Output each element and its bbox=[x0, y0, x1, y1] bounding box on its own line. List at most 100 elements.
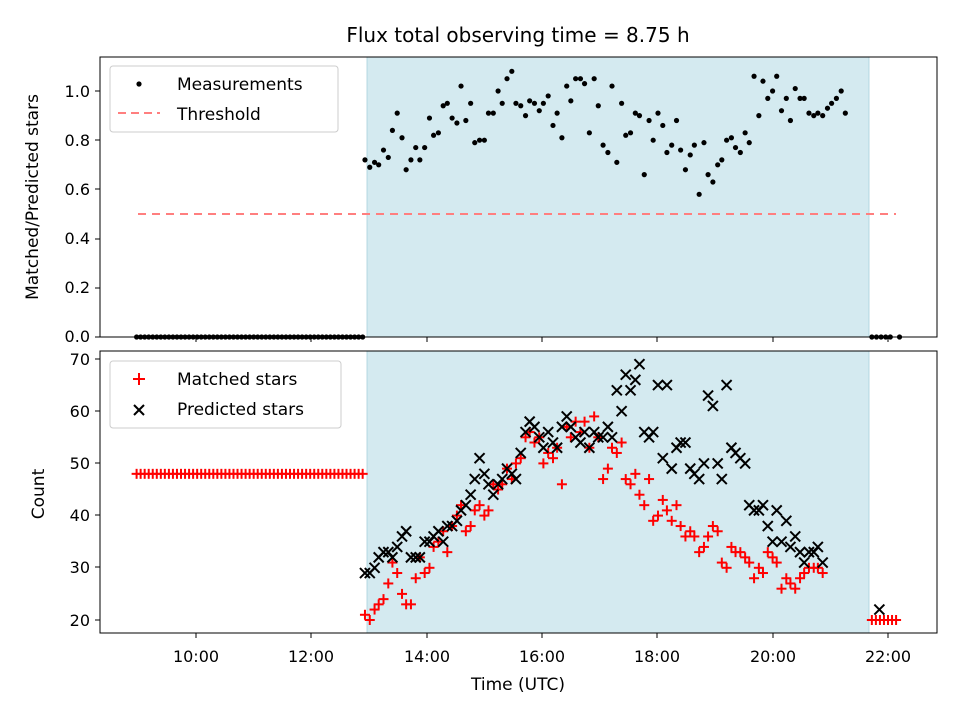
measurement-point bbox=[687, 152, 693, 158]
measurement-point bbox=[769, 88, 776, 94]
matched-star-point bbox=[483, 505, 494, 516]
matched-star-point bbox=[694, 547, 705, 558]
predicted-star-point bbox=[606, 431, 618, 444]
matched-star-point bbox=[753, 562, 764, 573]
predicted-star-point bbox=[574, 436, 587, 449]
matched-star-point bbox=[620, 474, 631, 485]
measurement-point bbox=[806, 110, 812, 116]
measurement-point bbox=[586, 130, 592, 136]
measurement-point bbox=[838, 88, 844, 94]
matched-star-point bbox=[639, 500, 650, 511]
matched-star-point bbox=[547, 453, 558, 464]
matched-star-point bbox=[762, 547, 773, 558]
measurement-point bbox=[591, 76, 597, 82]
measurement-point bbox=[495, 88, 501, 94]
matched-star-point bbox=[757, 568, 768, 579]
xtick-label: 14:00 bbox=[404, 647, 450, 666]
predicted-star-point bbox=[464, 489, 477, 501]
matched-star-point bbox=[744, 557, 755, 568]
measurement-point bbox=[728, 135, 735, 141]
measurement-point bbox=[623, 132, 629, 138]
matched-star-point bbox=[675, 521, 686, 532]
measurement-point bbox=[426, 115, 433, 121]
measurement-point bbox=[705, 172, 711, 178]
matched-star-point bbox=[891, 615, 902, 625]
predicted-star-point bbox=[679, 436, 692, 449]
predicted-star-point bbox=[556, 421, 568, 433]
predicted-star-point bbox=[674, 436, 687, 449]
matched-star-point bbox=[749, 573, 760, 584]
predicted-star-point bbox=[748, 504, 760, 517]
measurement-point bbox=[485, 110, 492, 116]
matched-star-point bbox=[456, 500, 467, 511]
measurement-point bbox=[522, 113, 529, 119]
predicted-star-point bbox=[780, 515, 793, 527]
measurement-point bbox=[509, 68, 515, 74]
predicted-star-point bbox=[578, 426, 591, 438]
bottom-plot-frame bbox=[99, 350, 938, 634]
matched-star-point bbox=[493, 484, 504, 495]
predicted-star-point bbox=[391, 541, 403, 553]
measurement-point bbox=[573, 76, 579, 82]
measurement-point bbox=[600, 142, 606, 148]
measurement-point bbox=[710, 179, 716, 185]
measurement-point bbox=[564, 83, 570, 89]
predicted-star-point bbox=[757, 499, 769, 511]
predicted-star-point bbox=[583, 442, 596, 454]
measurement-point bbox=[540, 100, 546, 106]
measurement-point bbox=[609, 83, 615, 89]
measurement-point bbox=[371, 159, 378, 165]
predicted-star-point bbox=[661, 379, 673, 391]
measurement-point bbox=[367, 164, 373, 170]
measurement-point bbox=[774, 73, 780, 79]
predicted-star-point bbox=[542, 426, 554, 438]
bottom-ytick-label: 70 bbox=[70, 350, 90, 369]
matched-star-point bbox=[510, 458, 521, 469]
measurement-point bbox=[815, 110, 821, 116]
matched-star-point bbox=[460, 526, 471, 537]
measurement-point bbox=[389, 127, 396, 133]
predicted-star-point bbox=[666, 462, 678, 475]
measurement-point bbox=[833, 95, 840, 101]
matched-star-point bbox=[611, 447, 622, 458]
predicted-star-point bbox=[418, 535, 431, 548]
measurement-point bbox=[715, 162, 721, 168]
legend-label: Predicted stars bbox=[177, 400, 304, 420]
predicted-star-point bbox=[620, 368, 632, 381]
measurement-point bbox=[701, 140, 707, 146]
legend-label: Measurements bbox=[177, 75, 303, 95]
xtick-label: 12:00 bbox=[288, 647, 334, 666]
predicted-star-point bbox=[533, 431, 545, 444]
matched-star-point bbox=[644, 474, 655, 485]
matched-star-point bbox=[474, 500, 485, 511]
predicted-star-point bbox=[798, 556, 810, 569]
matched-star-point bbox=[369, 604, 380, 615]
bottom-y-axis: 20 30 40 50 60 70 bbox=[70, 350, 100, 630]
predicted-star-point bbox=[633, 358, 646, 370]
predicted-star-point bbox=[629, 374, 642, 386]
predicted-star-point bbox=[359, 567, 371, 579]
matched-star-point bbox=[716, 557, 727, 568]
measurement-point bbox=[756, 113, 762, 119]
measurement-point bbox=[545, 93, 551, 99]
measurement-point bbox=[408, 157, 414, 163]
measurement-point bbox=[650, 137, 656, 143]
predicted-star-point bbox=[400, 525, 412, 537]
predicted-star-point bbox=[473, 452, 486, 464]
predicted-star-point bbox=[469, 473, 481, 485]
predicted-star-point bbox=[602, 421, 614, 433]
measurement-point bbox=[746, 140, 752, 146]
matched-star-point bbox=[652, 510, 663, 521]
predicted-star-point bbox=[698, 457, 710, 470]
measurement-point bbox=[778, 108, 785, 114]
measurement-point bbox=[380, 147, 387, 153]
measurement-point bbox=[682, 167, 689, 173]
measurement-point bbox=[362, 157, 368, 163]
predicted-star-point bbox=[496, 473, 508, 485]
measurement-point bbox=[627, 130, 634, 136]
matched-star-point bbox=[433, 536, 444, 547]
matched-star-point bbox=[776, 583, 787, 594]
matched-star-point bbox=[625, 479, 636, 490]
measurement-point bbox=[765, 95, 771, 101]
